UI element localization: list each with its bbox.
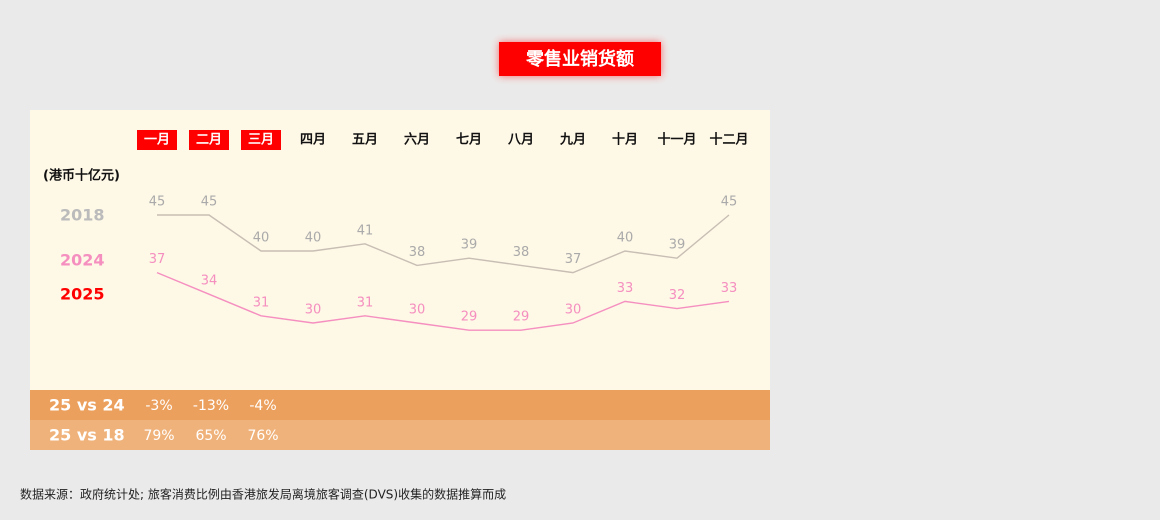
data-label: 33 (721, 281, 738, 296)
data-label: 32 (669, 288, 686, 303)
source-note: 数据来源：政府统计处; 旅客消费比例由香港旅发局离境旅客调查(DVS)收集的数据… (20, 487, 506, 502)
data-label: 45 (721, 195, 738, 210)
data-label: 30 (305, 303, 322, 318)
data-label: 34 (201, 274, 218, 289)
data-label: 40 (305, 231, 322, 246)
title-box (499, 42, 661, 76)
comparison-label: 25 vs 18 (49, 426, 125, 445)
x-tick-label: 四月 (300, 133, 326, 148)
x-tick-label: 八月 (507, 133, 534, 148)
x-tick-label: 九月 (559, 133, 586, 148)
data-label: 45 (149, 195, 166, 210)
data-label: 37 (565, 252, 582, 267)
series-line (156, 271, 730, 331)
month-highlight (241, 130, 281, 150)
comparison-value: -3% (145, 398, 172, 414)
x-tick-label: 二月 (196, 133, 222, 148)
month-highlight (189, 130, 229, 150)
comparison-value: 65% (195, 428, 226, 444)
chart-title: 零售业销货额 (525, 48, 634, 70)
data-label: 40 (253, 231, 270, 246)
x-tick-label: 三月 (248, 133, 274, 148)
plot-panel (30, 110, 770, 390)
x-tick-label: 十二月 (709, 132, 748, 148)
series-line (157, 214, 730, 274)
data-label: 40 (617, 231, 634, 246)
comparison-value: -13% (193, 398, 229, 414)
data-label: 38 (513, 245, 530, 260)
month-highlight (137, 130, 177, 150)
legend-entry: 2024 (60, 251, 105, 270)
comparison-label: 25 vs 24 (49, 396, 125, 415)
data-label: 31 (357, 295, 374, 310)
data-label: 33 (617, 281, 634, 296)
x-tick-label: 五月 (352, 133, 378, 148)
data-label: 45 (201, 195, 218, 210)
data-label: 38 (409, 245, 426, 260)
comparison-value: 76% (247, 428, 278, 444)
data-label: 39 (669, 238, 686, 253)
data-label: 31 (253, 295, 270, 310)
data-label: 37 (149, 252, 166, 267)
x-tick-label: 六月 (404, 132, 430, 148)
legend-entry: 2025 (60, 285, 105, 304)
data-label: 29 (513, 310, 530, 325)
comparison-row (30, 420, 770, 450)
legend-entry: 2018 (60, 206, 105, 225)
x-tick-label: 一月 (144, 133, 170, 148)
x-tick-label: 十月 (612, 132, 638, 148)
x-tick-label: 十一月 (657, 132, 696, 148)
data-label: 41 (357, 223, 374, 238)
comparison-value: 79% (143, 428, 174, 444)
comparison-value: -4% (249, 398, 276, 414)
data-label: 30 (409, 303, 426, 318)
data-label: 39 (461, 238, 478, 253)
comparison-row (30, 390, 770, 420)
x-tick-label: 七月 (456, 133, 482, 148)
data-label: 29 (461, 310, 478, 325)
y-unit: (港币十亿元) (43, 168, 120, 184)
data-label: 30 (565, 303, 582, 318)
